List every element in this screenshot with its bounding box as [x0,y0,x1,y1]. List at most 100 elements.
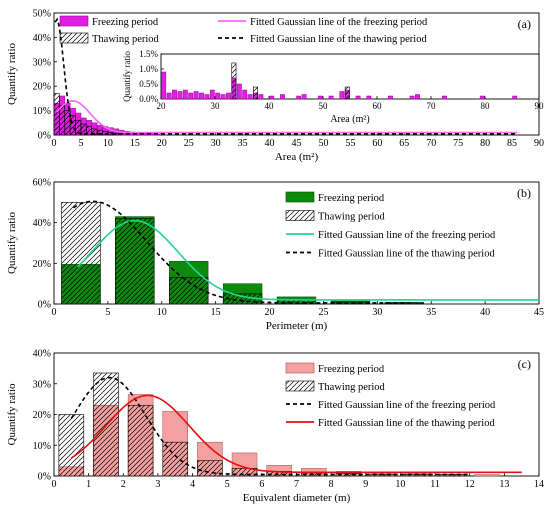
panel-a-x-tick-label: 10 [103,138,113,149]
panel-b-y-axis-title: Quantify ratio [6,211,18,274]
panel-a-inset-x-tick-label: 20 [157,101,167,111]
panel-a-legend-thawing-swatch [59,32,89,44]
panel-b-thawing-bar [115,218,155,305]
panel-a-x-tick-label: 45 [292,138,302,149]
panel-a-inset-background [161,54,539,99]
panel-a-inset-freezing-bar [301,94,307,100]
panel-a-inset-freezing-bar [209,89,215,100]
panel-a-x-tick-label: 35 [238,138,248,149]
panel-b-x-tick-label: 30 [372,307,382,318]
panel-a-inset-freezing-bar [317,95,323,100]
panel-c-freezing-bar [474,474,500,477]
panel-a-inset-y-tick-label: 0.0% [139,94,158,104]
panel-a-panel-label: (a) [518,17,531,31]
panel-b-x-tick-label: 0 [52,307,57,318]
panel-c-legend-label: Thawing period [318,382,386,393]
panel-b-thawing-bar [61,202,101,305]
panel-a-x-tick-label: 85 [507,138,517,149]
panel-a-inset-x-tick-label: 50 [319,101,329,111]
panel-c-fit-thawing-line [70,394,522,474]
panel-a-inset-freezing-bar [236,83,242,100]
panel-a-y-tick-label: 30% [33,57,51,68]
panel-b-legend-freezing-swatch [285,191,315,203]
panel-c-y-tick-label: 10% [33,441,51,452]
panel-c-legend-label: Freezing period [318,364,385,375]
panel-a-inset-x-tick-label: 90 [535,101,545,111]
panel-a-inset-freezing-bar [247,94,253,100]
panel-a-inset-freezing-bar [415,94,420,100]
panel-a-inset-freezing-bar [328,95,334,100]
panel-c-panel: 0 1 2 3 4 5 6 7 8 9 10 11 12 13 140%10%20%30%40%Equiva… [6,349,544,505]
panel-a-y-axis-title: Quantify ratio [6,42,18,105]
panel-c-x-tick-label: 14 [534,479,544,490]
panel-a-thawing-bar [59,105,66,136]
panel-a-inset-freezing-bar [188,92,194,100]
panel-a-legend-label: Fitted Gaussian line of the freezing per… [250,17,428,28]
panel-b-panel: 0 5 10 15 20 25 30 35 40 45 0% 20% 40% 60% Perimeter (… [6,178,544,333]
panel-a-inset-freezing-bar [172,89,177,100]
panel-b-x-tick-label: 25 [318,307,328,318]
panel-b-x-tick-label: 35 [426,307,436,318]
panel-a-inset-freezing-bar [215,92,221,100]
panel-c-x-tick-label: 12 [465,479,475,490]
panel-a-inset-y-tick-label: 1.5% [139,49,158,59]
panel-c-x-tick-label: 10 [395,479,405,490]
panel-a-inset-x-tick-label: 30 [211,101,221,111]
panel-a-legend-freezing-swatch [59,15,89,27]
panel-b-x-tick-label: 10 [157,307,167,318]
panel-a-panel: 0 5 10 15 20 25 30 35 40 45 50 55 60 65 70 75 80 85 90 0% 10… [6,9,544,164]
panel-a-inset-x-axis-title: Area (m²) [330,114,369,125]
panel-b-legend-label: Fitted Gaussian line of the thawing peri… [318,249,495,260]
panel-b-x-tick-label: 5 [105,307,110,318]
panel-c-x-tick-label: 0 [52,479,57,490]
panel-b-y-tick-label: 60% [33,178,51,189]
panel-a-inset-freezing-bar [242,89,248,100]
panel-a-inset-thawing-bar [231,62,237,100]
panel-c-x-tick-label: 13 [499,479,509,490]
panel-a-inset-freezing-bar [220,94,226,100]
panel-c-x-tick-label: 7 [294,479,299,490]
panel-b-fit-thawing-line [72,200,410,304]
panel-a-inset-thawing-bar [344,86,350,100]
panel-b-y-tick-label: 40% [33,218,51,229]
panel-c-x-tick-label: 1 [86,479,91,490]
panel-a-inset-thawing-bar [253,86,258,100]
panel-b-legend-label: Freezing period [318,193,385,204]
panel-a-x-tick-label: 80 [480,138,490,149]
panel-a-inset-axes-frame [160,53,540,100]
panel-b-y-tick-label: 0% [38,300,51,311]
panel-a-inset-freezing-bar [177,91,183,100]
panel-a-inset-freezing-bar [512,95,518,100]
panel-a-y-tick-label: 40% [33,33,51,44]
panel-a-x-tick-label: 30 [211,138,221,149]
panel-c-thawing-bar [127,404,154,477]
panel-b-x-axis-title: Perimeter (m) [266,320,328,332]
panel-a-inset-freezing-bar [296,95,302,100]
panel-a-inset-freezing-bar [193,91,199,100]
panel-c-panel-label: (c) [518,357,531,371]
panel-a-y-tick-label: 50% [33,9,51,20]
panel-c-y-tick-label: 0% [38,472,51,483]
panel-c-x-tick-label: 4 [190,479,195,490]
panel-a-inset-freezing-bar [199,92,204,100]
panel-c-thawing-bar [231,468,258,477]
panel-a-y-tick-label: 20% [33,82,51,93]
panel-b-panel-label: (b) [517,186,531,200]
panel-a-x-tick-label: 70 [426,138,436,149]
panel-a-x-tick-label: 60 [372,138,382,149]
panel-c-legend-label: Fitted Gaussian line of the freezing per… [318,400,496,411]
panel-c-y-axis-title: Quantify ratio [6,383,18,446]
panel-a-inset-freezing-bar [409,95,415,100]
panel-a-fit-freezing-line [56,100,518,134]
panel-a-inset-freezing-bar [258,94,264,100]
panel-a-inset-panel: 20 30 40 50 60 70 80 90 0.0% 0.5% 1.0% 1.5% Area (m²… [122,49,544,125]
panel-b-legend-label: Fitted Gaussian line of the freezing per… [318,230,496,241]
panel-a-x-tick-label: 65 [399,138,409,149]
panel-a-x-tick-label: 40 [265,138,275,149]
panel-a-legend-label: Fitted Gaussian line of the thawing peri… [250,34,427,45]
panel-a-inset-freezing-bar [366,95,372,100]
panel-a-thawing-bar [69,115,76,136]
panel-c-x-axis-title: Equivalent diameter (m) [243,492,351,504]
panel-a-inset-freezing-bar [269,95,275,100]
